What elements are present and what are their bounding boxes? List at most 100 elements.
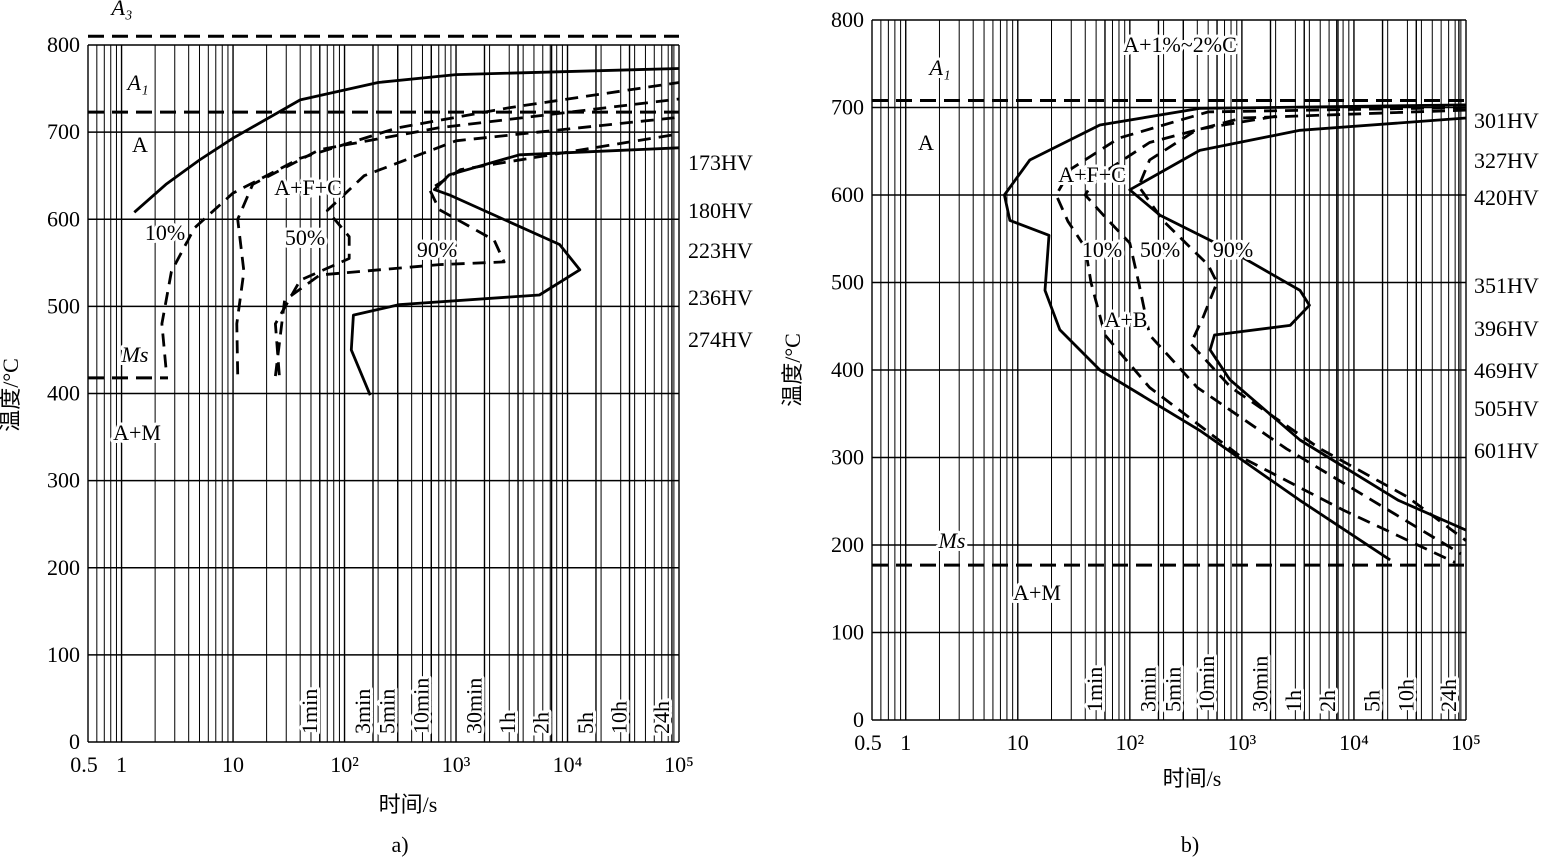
y-tick-label: 600 — [47, 206, 80, 231]
y-tick-label: 400 — [831, 357, 864, 382]
time-mark-label: 5min — [1160, 667, 1185, 712]
hardness-label: 274HV — [688, 327, 753, 352]
curve — [235, 97, 680, 375]
hardness-label: 420HV — [1474, 185, 1539, 210]
time-mark-label: 5h — [1360, 690, 1385, 712]
x-tick-label: 10⁵ — [1451, 730, 1481, 755]
hardness-label: 505HV — [1474, 396, 1539, 421]
reference-label: A₃ — [109, 0, 132, 20]
x-tick-label: 0.5 — [70, 752, 98, 777]
region-label: A+B — [1105, 307, 1148, 332]
time-mark-label: 1min — [297, 689, 322, 734]
y-tick-label: 800 — [831, 7, 864, 32]
caption: a) — [391, 832, 408, 857]
hardness-label: 351HV — [1474, 273, 1539, 298]
hardness-label: 173HV — [688, 150, 753, 175]
region-label: 10% — [145, 220, 185, 245]
y-tick-label: 600 — [831, 182, 864, 207]
x-tick-label: 10 — [222, 752, 244, 777]
y-tick-label: 200 — [831, 532, 864, 557]
time-mark-label: 5h — [573, 712, 598, 734]
x-tick-label: 1 — [116, 752, 127, 777]
time-mark-label: 2h — [529, 712, 554, 734]
hardness-label: 396HV — [1474, 316, 1539, 341]
y-tick-label: 100 — [831, 620, 864, 645]
region-label: A+F+C — [1058, 162, 1126, 187]
reference-label: A₁ — [125, 70, 148, 95]
y-tick-label: 500 — [831, 270, 864, 295]
region-label: 10% — [1082, 237, 1122, 262]
reference-label: Ms — [121, 342, 149, 367]
y-tick-label: 200 — [47, 555, 80, 580]
time-mark-label: 2h — [1315, 690, 1340, 712]
hardness-label: 301HV — [1474, 108, 1539, 133]
curve — [160, 81, 680, 368]
time-mark-label: 10h — [607, 701, 632, 734]
hardness-label: 223HV — [688, 238, 753, 263]
curve — [274, 115, 680, 376]
region-label: A — [918, 130, 934, 155]
y-tick-label: 0 — [69, 729, 80, 754]
time-mark-label: 10min — [408, 678, 433, 734]
y-axis-label: 温度/°C — [780, 333, 805, 407]
caption: b) — [1181, 832, 1199, 857]
time-mark-label: 10h — [1393, 679, 1418, 712]
hardness-label: 327HV — [1474, 148, 1539, 173]
curve — [1003, 103, 1467, 562]
hardness-label: 601HV — [1474, 438, 1539, 463]
y-tick-label: 100 — [47, 642, 80, 667]
y-tick-label: 300 — [831, 445, 864, 470]
region-label: A+F+C — [274, 175, 342, 200]
curve — [349, 146, 680, 396]
hardness-label: 180HV — [688, 198, 753, 223]
region-label: 90% — [417, 237, 457, 262]
region-label: 50% — [285, 225, 325, 250]
time-mark-label: 1h — [1281, 690, 1306, 712]
time-mark-label: 24h — [649, 701, 674, 734]
y-tick-label: 400 — [47, 381, 80, 406]
x-tick-label: 10³ — [442, 752, 471, 777]
x-tick-label: 10⁵ — [664, 752, 694, 777]
x-tick-label: 1 — [900, 730, 911, 755]
region-label: A+M — [113, 420, 161, 445]
region-label: A+M — [1013, 580, 1061, 605]
reference-label: Ms — [938, 528, 966, 553]
curve — [1137, 114, 1467, 542]
region-label: 50% — [1140, 237, 1180, 262]
y-tick-label: 700 — [47, 119, 80, 144]
curve — [133, 67, 680, 214]
time-mark-label: 30min — [1247, 656, 1272, 712]
time-mark-label: 3min — [350, 689, 375, 734]
x-tick-label: 10³ — [1228, 730, 1257, 755]
region-label: 90% — [1213, 237, 1253, 262]
y-tick-label: 300 — [47, 468, 80, 493]
y-tick-label: 0 — [853, 707, 864, 732]
region-label: A — [132, 132, 148, 157]
x-axis-label: 时间/s — [1163, 766, 1222, 791]
x-tick-label: 10² — [330, 752, 359, 777]
y-tick-label: 500 — [47, 293, 80, 318]
y-tick-label: 700 — [831, 95, 864, 120]
time-mark-label: 1min — [1082, 667, 1107, 712]
region-label: A+1%~2%C — [1123, 32, 1237, 57]
y-axis-label: 温度/°C — [0, 358, 23, 432]
curve — [1128, 116, 1467, 532]
x-tick-label: 0.5 — [854, 730, 882, 755]
time-mark-label: 24h — [1436, 679, 1461, 712]
curve — [1083, 108, 1467, 555]
reference-label: A₁ — [927, 55, 950, 80]
hardness-label: 469HV — [1474, 358, 1539, 383]
hardness-label: 236HV — [688, 285, 753, 310]
x-tick-label: 10² — [1116, 730, 1145, 755]
time-mark-label: 5min — [375, 689, 400, 734]
time-mark-label: 3min — [1135, 667, 1160, 712]
time-mark-label: 30min — [461, 678, 486, 734]
time-mark-label: 10min — [1194, 656, 1219, 712]
time-mark-label: 1h — [495, 712, 520, 734]
x-tick-label: 10⁴ — [1339, 730, 1369, 755]
x-axis-label: 时间/s — [379, 792, 438, 817]
x-tick-label: 10 — [1007, 730, 1029, 755]
y-tick-label: 800 — [47, 32, 80, 57]
curve — [274, 132, 680, 377]
